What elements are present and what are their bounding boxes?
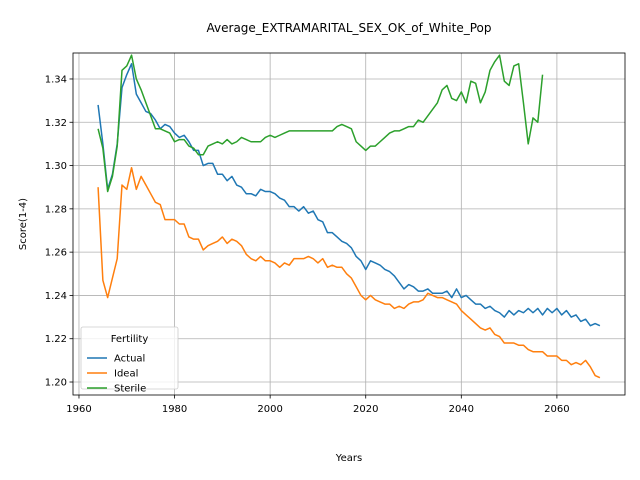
y-tick-label: 1.20	[45, 378, 67, 389]
x-tick-label: 2000	[257, 404, 282, 415]
y-tick-label: 1.32	[45, 118, 67, 129]
x-tick-label: 2040	[449, 404, 474, 415]
y-tick-label: 1.22	[45, 334, 67, 345]
y-tick-label: 1.24	[45, 291, 67, 302]
x-tick-label: 2060	[544, 404, 569, 415]
y-tick-label: 1.30	[45, 161, 67, 172]
legend-label: Sterile	[114, 384, 146, 395]
x-tick-label: 2020	[353, 404, 378, 415]
legend: Fertility Actual Ideal Sterile	[80, 326, 179, 395]
y-tick-label: 1.28	[45, 204, 67, 215]
legend-label: Ideal	[114, 369, 138, 380]
line-series	[97, 166, 601, 379]
x-tick-label: 1960	[66, 404, 91, 415]
plot-frame	[72, 52, 626, 396]
x-axis-label: Years	[335, 453, 362, 464]
y-tick-label: 1.34	[45, 74, 67, 85]
x-tick-label: 1980	[162, 404, 187, 415]
y-axis-label: Score(1-4)	[18, 198, 29, 250]
line-series	[97, 54, 544, 193]
chart-title: Average_EXTRAMARITAL_SEX_OK_of_White_Pop	[207, 21, 492, 35]
legend-label: Actual	[114, 354, 145, 365]
legend-title: Fertility	[111, 334, 149, 345]
line-series	[97, 63, 601, 327]
y-tick-label: 1.26	[45, 248, 67, 259]
